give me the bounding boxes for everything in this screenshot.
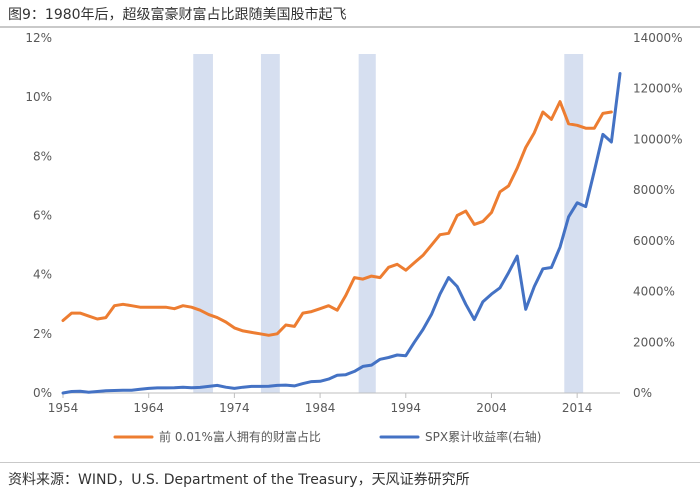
left-y-tick-label: 6% xyxy=(33,209,52,223)
x-tick-label: 1954 xyxy=(48,401,79,415)
left-y-tick-label: 10% xyxy=(25,90,52,104)
shaded-period xyxy=(564,54,584,393)
x-tick-label: 1974 xyxy=(219,401,250,415)
left-y-tick-label: 12% xyxy=(25,31,52,45)
left-y-tick-label: 4% xyxy=(33,268,52,282)
right-y-tick-label: 12000% xyxy=(633,82,683,96)
source-note: 资料来源：WIND，U.S. Department of the Treasur… xyxy=(8,472,470,488)
right-y-tick-label: 2000% xyxy=(633,335,675,349)
x-tick-label: 2004 xyxy=(476,401,507,415)
legend-label: SPX累计收益率(右轴) xyxy=(425,429,541,444)
shaded-period xyxy=(260,54,280,393)
left-y-tick-label: 0% xyxy=(33,386,52,400)
chart: 1954 1964 1974 1984 1994 2004 2014 0% 2% 4% 6% 8% 10… xyxy=(25,31,683,444)
shaded-period xyxy=(358,54,376,393)
right-y-tick-label: 4000% xyxy=(633,285,675,299)
x-tick-label: 1964 xyxy=(133,401,164,415)
series-line-spx-return xyxy=(61,72,622,395)
bottom-divider xyxy=(0,462,700,463)
right-y-tick-label: 0% xyxy=(633,386,652,400)
left-y-tick-label: 2% xyxy=(33,327,52,341)
left-y-tick-label: 8% xyxy=(33,149,52,163)
right-y-tick-label: 10000% xyxy=(633,132,683,146)
x-tick-label: 1984 xyxy=(305,401,336,415)
shaded-period xyxy=(193,54,213,393)
right-y-tick-label: 8000% xyxy=(633,183,675,197)
legend-label: 前 0.01%富人拥有的财富占比 xyxy=(159,429,321,444)
right-y-tick-label: 6000% xyxy=(633,234,675,248)
right-y-tick-label: 14000% xyxy=(633,31,683,45)
x-tick-label: 2014 xyxy=(562,401,593,415)
series-line-top-wealth-share xyxy=(61,100,613,337)
chart-title: 图9：1980年后，超级富豪财富占比跟随美国股市起飞 xyxy=(8,7,347,23)
top-divider xyxy=(0,26,700,28)
x-tick-label: 1994 xyxy=(390,401,421,415)
